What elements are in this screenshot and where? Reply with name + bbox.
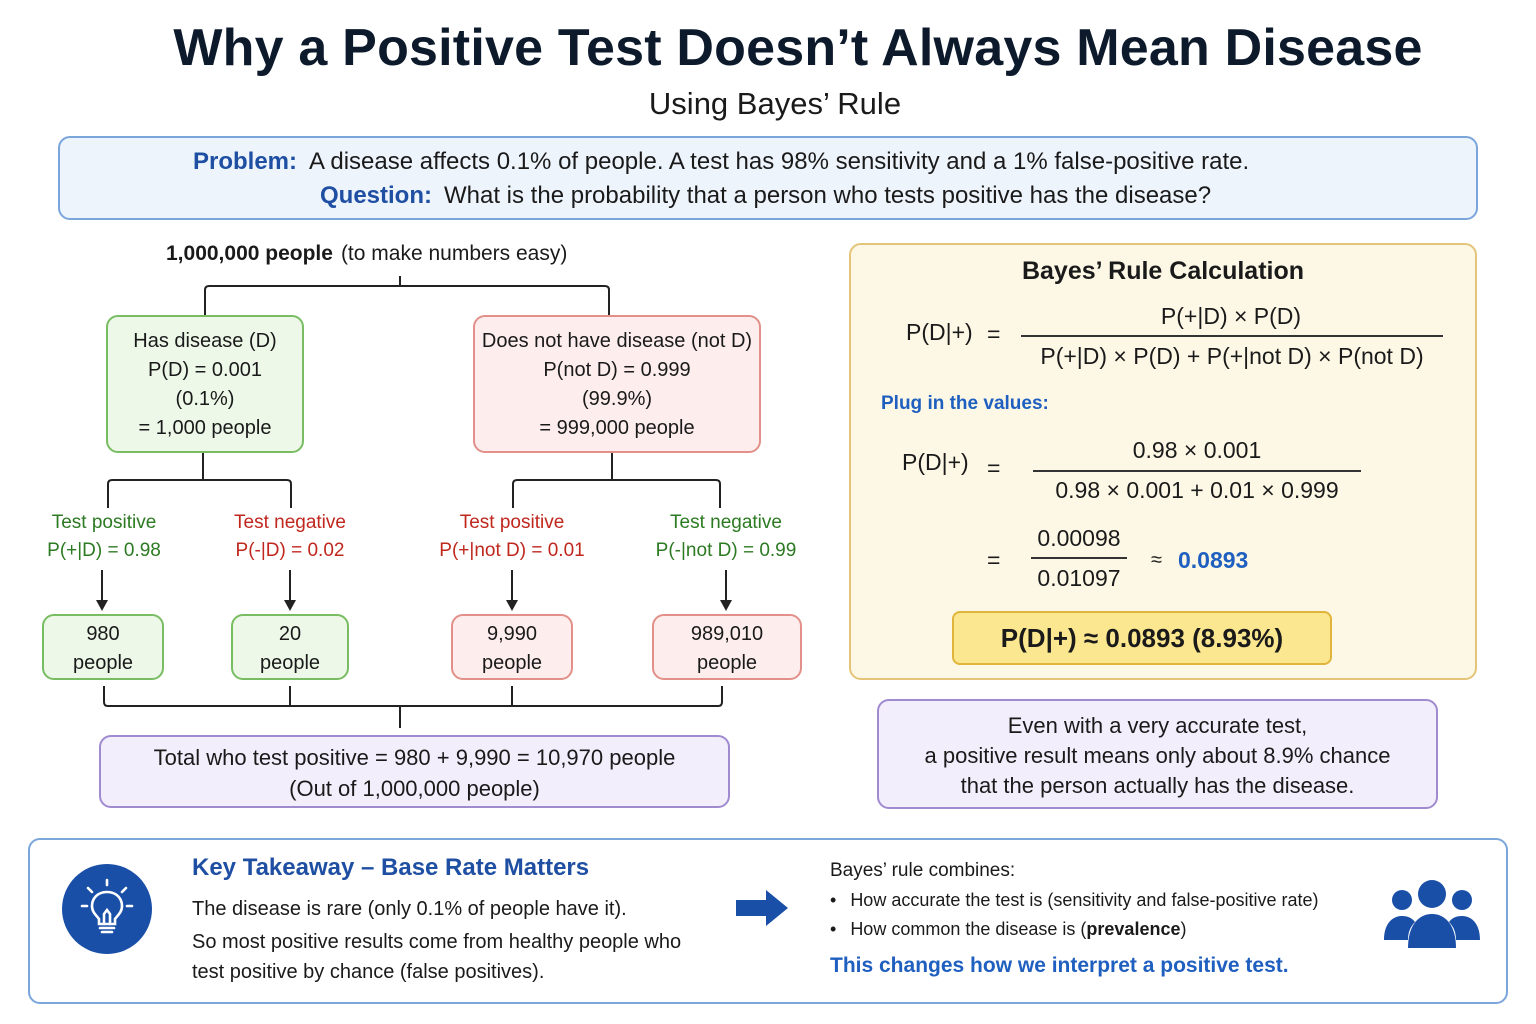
page-title: Why a Positive Test Doesn’t Always Mean … — [173, 19, 1423, 77]
plug-fraction-bar — [1033, 470, 1361, 472]
disease-node-count: = 1,000 people — [138, 417, 272, 439]
leaf-true-negative: 989,010 people — [652, 614, 802, 680]
formula-fraction-bar — [1021, 335, 1443, 337]
page-subtitle: Using Bayes’ Rule — [648, 86, 902, 121]
insight-line: Even with a very accurate test, — [1007, 713, 1308, 738]
formula-denominator: P(+|D) × P(D) + P(+|not D) × P(not D) — [1040, 343, 1424, 369]
takeaway-line: The disease is rare (only 0.1% of people… — [192, 898, 627, 920]
insight-line: that the person actually has the disease… — [960, 773, 1355, 798]
no-disease-node-pct: (99.9%) — [581, 388, 653, 410]
lightbulb-icon — [62, 864, 152, 954]
combine-bullet: How accurate the test is (sensitivity an… — [830, 890, 1318, 911]
combine-title: Bayes’ rule combines: — [830, 860, 1016, 881]
disease-node-pct: (0.1%) — [175, 388, 235, 410]
key-takeaway-box: Key Takeaway – Base Rate Matters The dis… — [28, 838, 1508, 1004]
disease-node-title: Has disease (D) — [133, 330, 277, 352]
takeaway-line: So most positive results come from healt… — [192, 931, 682, 953]
question-text: What is the probability that a person wh… — [444, 182, 1212, 209]
branch-label-disease-negative: Test negative P(-|D) = 0.02 — [234, 512, 346, 561]
insight-line: a positive result means only about 8.9% … — [924, 743, 1391, 768]
step-denominator: 0.01097 — [1037, 565, 1121, 591]
plug-label: Plug in the values: — [881, 393, 1049, 414]
branch-label-disease-positive: Test positive P(+|D) = 0.98 — [47, 512, 161, 561]
branch-label-healthy-positive: Test positive P(+|not D) = 0.01 — [439, 512, 585, 561]
no-disease-node-title: Does not have disease (not D) — [481, 330, 753, 352]
problem-box: Problem: A disease affects 0.1% of people… — [58, 136, 1478, 220]
tree-root-label: 1,000,000 people (to make numbers easy) — [166, 242, 568, 265]
no-disease-node-prob: P(not D) = 0.999 — [543, 359, 691, 381]
branch-label-healthy-negative: Test negative P(-|not D) = 0.99 — [655, 512, 797, 561]
plug-numerator: 0.98 × 0.001 — [1132, 437, 1262, 463]
step-numerator: 0.00098 — [1037, 525, 1121, 551]
no-disease-node-count: = 999,000 people — [539, 417, 695, 439]
leaf-false-negative: 20 people — [231, 614, 349, 680]
takeaway-line: test positive by chance (false positives… — [192, 961, 545, 983]
leaf-true-positive: 980 people — [42, 614, 164, 680]
disease-node: Has disease (D) P(D) = 0.001 (0.1%) = 1,… — [106, 315, 304, 453]
plug-equals: = — [987, 455, 1001, 481]
takeaway-title: Key Takeaway – Base Rate Matters — [192, 854, 590, 881]
arrow-right-icon — [736, 890, 788, 926]
formula-equals: = — [987, 321, 1001, 347]
no-disease-node: Does not have disease (not D) P(not D) =… — [473, 315, 761, 453]
total-positive-box: Total who test positive = 980 + 9,990 = … — [99, 735, 730, 808]
step-fraction-bar — [1031, 557, 1127, 559]
insight-box: Even with a very accurate test, a positi… — [877, 699, 1438, 809]
combine-bullet: How common the disease is (prevalence) — [830, 919, 1186, 940]
plug-lhs: P(D|+) — [902, 449, 969, 475]
problem-text: A disease affects 0.1% of people. A test… — [309, 148, 1250, 175]
leaf-false-positive: 9,990 people — [451, 614, 573, 680]
problem-label: Problem: — [193, 148, 298, 175]
formula-numerator: P(+|D) × P(D) — [1160, 303, 1302, 329]
people-group-icon — [1384, 880, 1480, 948]
formula-lhs: P(D|+) — [906, 319, 973, 345]
problem-statement: Problem: A disease affects 0.1% of people… — [193, 148, 1249, 176]
approx-symbol: ≈ — [1151, 549, 1162, 571]
disease-node-prob: P(D) = 0.001 — [148, 359, 262, 381]
step-equals: = — [987, 547, 1001, 573]
interpretation-note: This changes how we interpret a positive… — [830, 954, 1289, 977]
question-statement: Question: What is the probability that a … — [320, 182, 1211, 210]
result-highlight: P(D|+) ≈ 0.0893 (8.93%) — [952, 611, 1332, 665]
bayes-calculation-box: Bayes’ Rule Calculation P(D|+) = P(+|D) … — [849, 243, 1477, 680]
approx-value: 0.0893 — [1178, 547, 1249, 573]
question-label: Question: — [320, 182, 432, 209]
plug-denominator: 0.98 × 0.001 + 0.01 × 0.999 — [1055, 477, 1339, 503]
calc-title: Bayes’ Rule Calculation — [1021, 257, 1305, 285]
